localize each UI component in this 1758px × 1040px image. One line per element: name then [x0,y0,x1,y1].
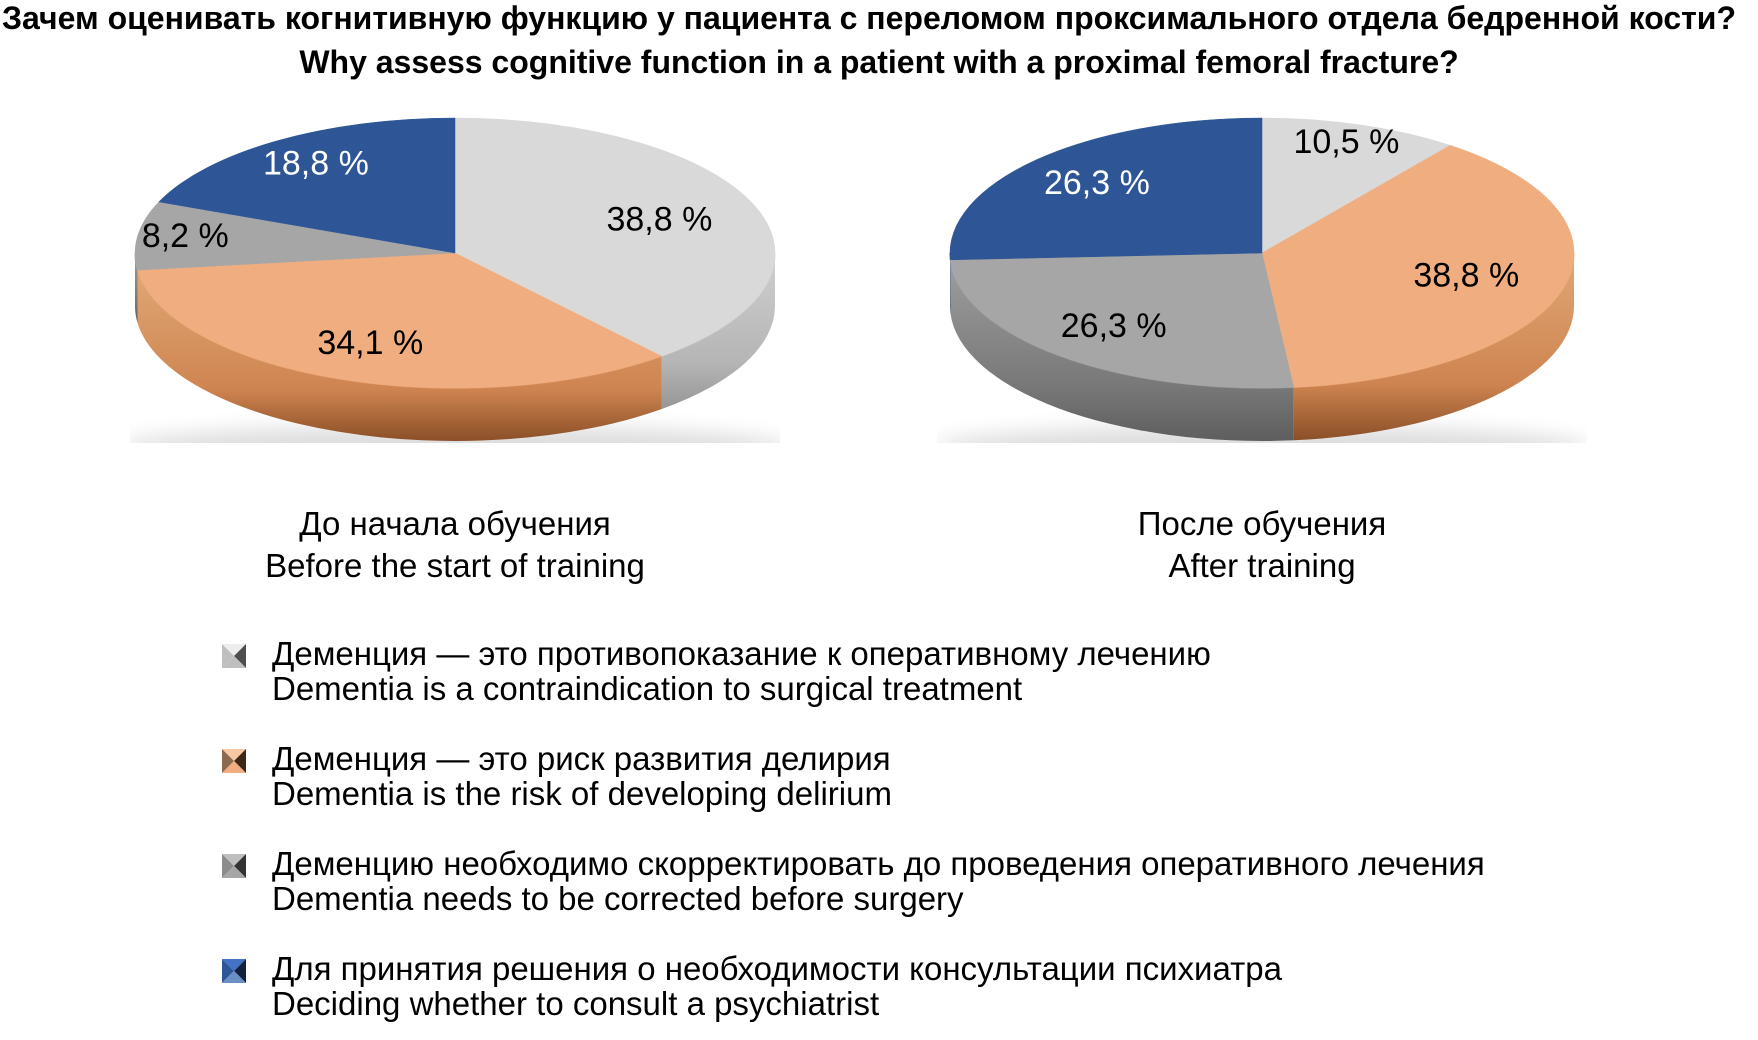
svg-text:10,5 %: 10,5 % [1293,123,1399,161]
svg-text:34,1 %: 34,1 % [317,324,423,362]
svg-text:38,8 %: 38,8 % [1413,257,1519,295]
svg-text:8,2 %: 8,2 % [142,217,229,255]
svg-text:18,8 %: 18,8 % [263,145,369,183]
svg-text:26,3 %: 26,3 % [1061,307,1167,345]
svg-text:38,8 %: 38,8 % [606,200,712,238]
svg-text:26,3 %: 26,3 % [1044,164,1150,202]
